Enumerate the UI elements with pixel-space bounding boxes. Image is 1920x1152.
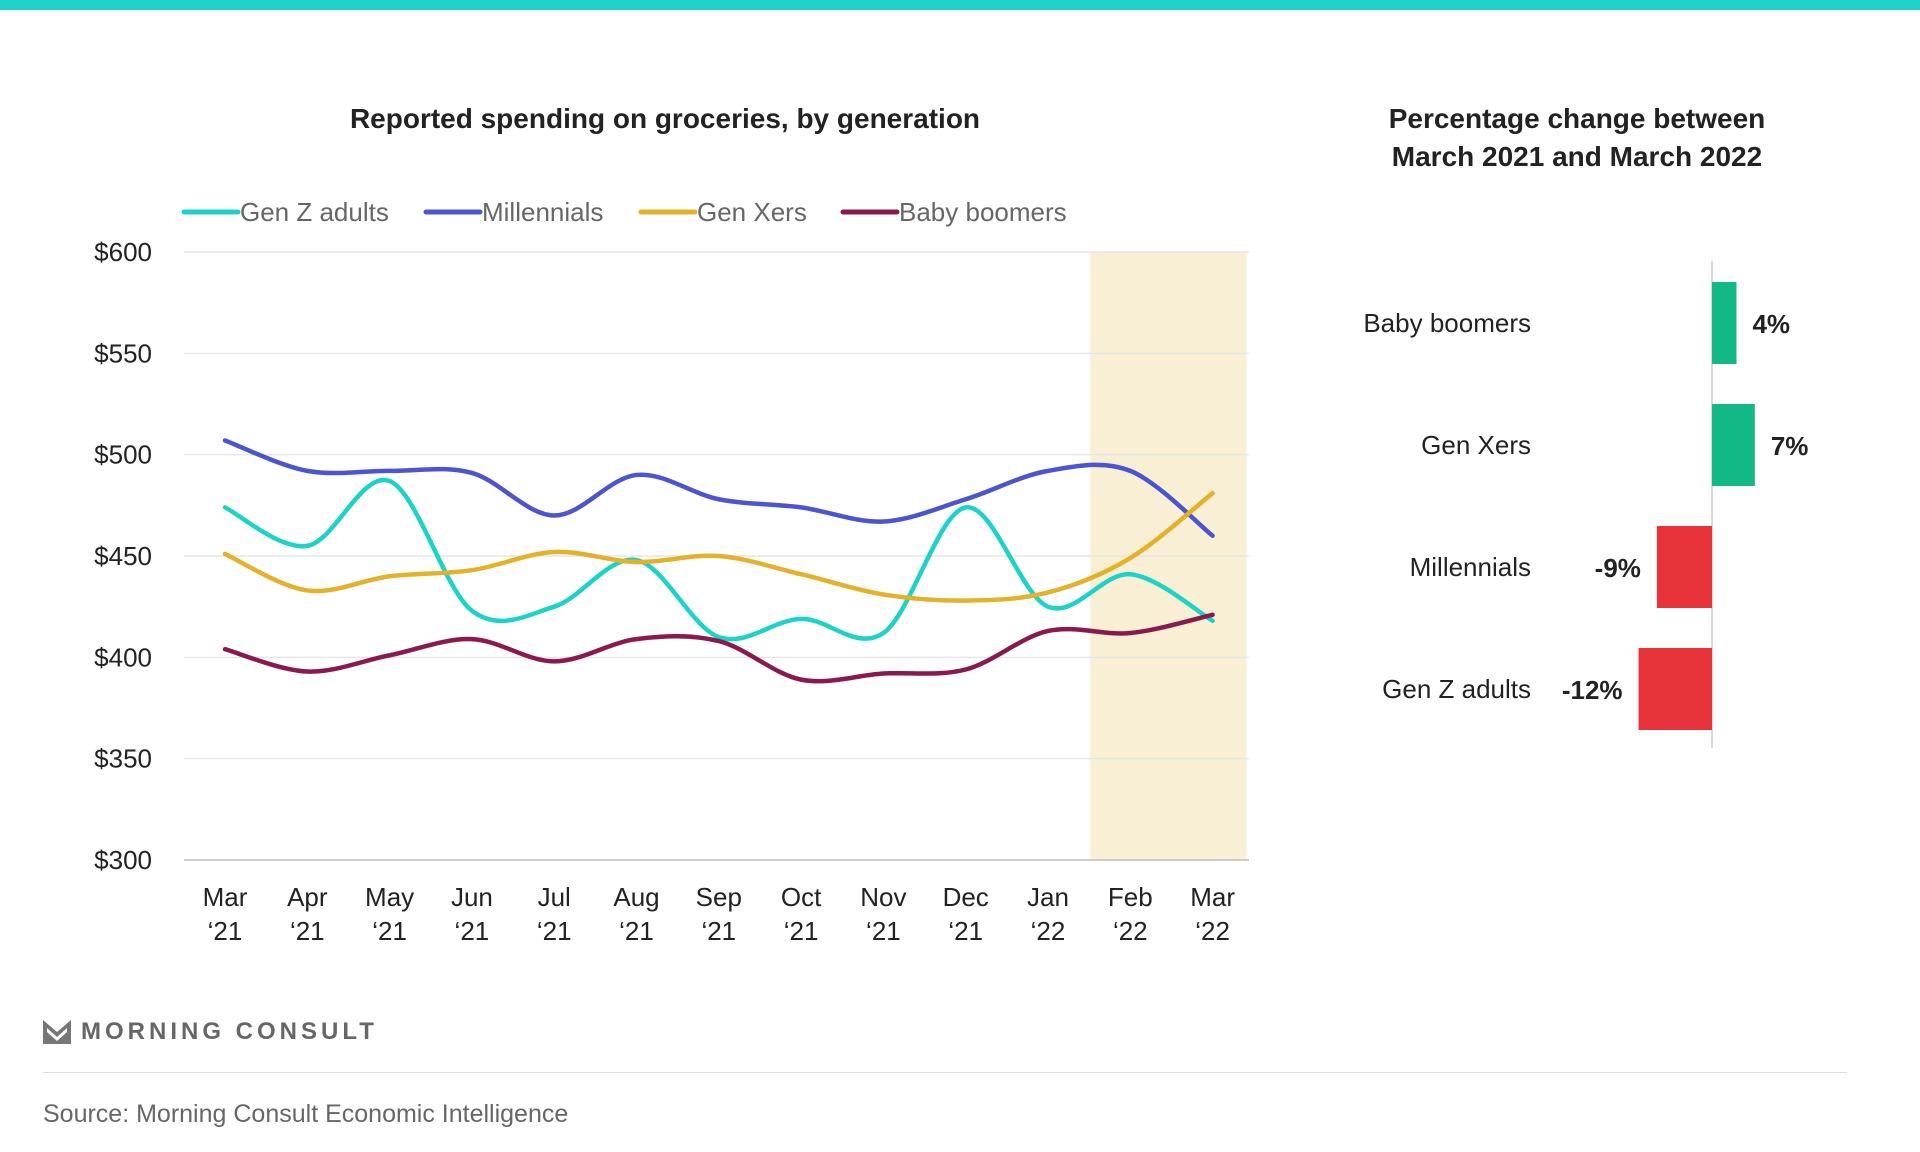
legend-label: Gen Z adults [240,197,389,227]
x-tick-year: ‘22 [1195,916,1230,946]
legend-label: Millennials [482,197,603,227]
y-tick-label: $350 [94,744,152,774]
x-tick-year: ‘21 [866,916,901,946]
series-line-baby-boomers [222,612,1215,684]
chart-area: Reported spending on groceries, by gener… [94,103,1809,946]
divider [43,1072,1847,1073]
bar-value-label: -9% [1595,553,1641,583]
bar [1638,648,1712,730]
y-tick-label: $300 [94,845,152,875]
logo-text: MORNING CONSULT [81,1018,378,1045]
line-chart-title: Reported spending on groceries, by gener… [350,103,980,134]
x-tick-label: Nov [860,882,906,912]
x-tick-label: Aug [613,882,659,912]
legend-label: Baby boomers [899,197,1067,227]
x-tick-year: ‘21 [208,916,243,946]
x-tick-year: ‘21 [455,916,490,946]
bar [1712,404,1755,486]
bar-value-label: -12% [1562,675,1623,705]
logo-icon [43,1020,71,1044]
x-tick-year: ‘22 [1031,916,1066,946]
x-tick-label: Jun [451,882,493,912]
x-tick-label: Jul [538,882,571,912]
morning-consult-logo: MORNING CONSULT [43,1018,378,1046]
legend-label: Gen Xers [697,197,807,227]
series-line-millennials [222,438,1215,538]
source-note: Source: Morning Consult Economic Intelli… [43,1100,569,1128]
x-tick-label: Sep [696,882,742,912]
bar [1712,282,1737,364]
bar-category-label: Gen Xers [1421,430,1531,460]
y-tick-label: $400 [94,642,152,672]
x-tick-year: ‘22 [1113,916,1148,946]
x-tick-year: ‘21 [290,916,325,946]
x-tick-label: Mar [203,882,248,912]
y-tick-label: $500 [94,440,152,470]
bar-category-label: Gen Z adults [1382,674,1531,704]
x-tick-year: ‘21 [372,916,407,946]
series-line-gen-xers [222,490,1215,603]
bar-category-label: Baby boomers [1363,308,1531,338]
x-tick-label: Dec [943,882,989,912]
x-tick-label: Feb [1108,882,1153,912]
y-tick-label: $550 [94,338,152,368]
x-tick-label: Jan [1027,882,1069,912]
bar-value-label: 4% [1752,309,1790,339]
x-tick-year: ‘21 [948,916,983,946]
x-tick-label: Mar [1190,882,1235,912]
y-tick-label: $450 [94,541,152,571]
x-tick-year: ‘21 [784,916,819,946]
x-tick-year: ‘21 [537,916,572,946]
bar-chart-title: Percentage change between [1389,103,1766,134]
bar-chart-title: March 2021 and March 2022 [1392,141,1762,172]
y-tick-label: $600 [94,237,152,267]
series-line-gen-z-adults [222,477,1215,642]
top-accent-bar [0,0,1920,10]
x-tick-label: Oct [781,882,822,912]
x-tick-year: ‘21 [701,916,736,946]
bar-value-label: 7% [1771,431,1809,461]
x-tick-label: Apr [287,882,328,912]
bar [1656,526,1712,608]
x-tick-year: ‘21 [619,916,654,946]
bar-category-label: Millennials [1410,552,1531,582]
x-tick-label: May [365,882,414,912]
